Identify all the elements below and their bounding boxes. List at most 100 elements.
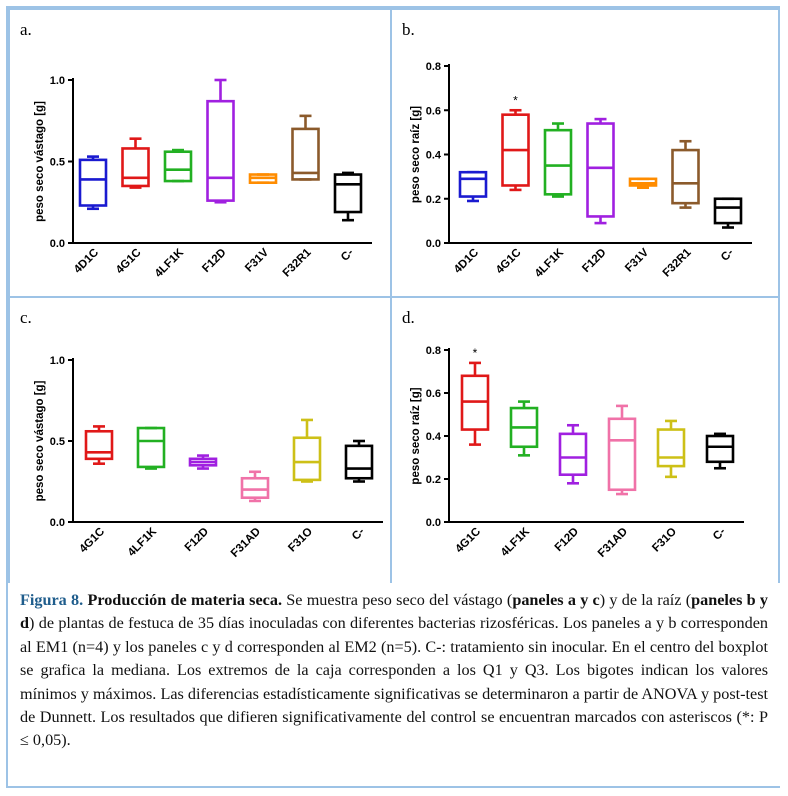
- boxplot-chart-a: 0.0 0.5 1.0 peso seco vástago [g] 4D1C 4G1C 4L…: [34, 75, 372, 280]
- box-F31O: [656, 419, 686, 479]
- caption-text-3: ) de plantas de festuca de 35 días inocu…: [20, 614, 768, 750]
- box-C-: [705, 432, 735, 470]
- box-iqr: [558, 432, 588, 477]
- box-F31V: [248, 173, 278, 184]
- box-4G1C: [121, 137, 150, 189]
- caption-text-1: Se muestra peso seco del vástago (: [282, 591, 513, 609]
- box-iqr: [713, 197, 743, 225]
- x-tick-label: F31O: [286, 526, 315, 555]
- box-F12D: [586, 117, 615, 225]
- y-tick-label: 0.8: [426, 345, 441, 357]
- y-tick-label: 0.8: [426, 61, 441, 73]
- y-axis-label: peso seco raíz [g]: [410, 387, 422, 484]
- box-4G1C: [84, 425, 114, 465]
- x-tick-label: 4G1C: [77, 526, 107, 556]
- x-tick-label: F32R1: [281, 246, 314, 279]
- box-4LF1K: [163, 148, 193, 183]
- caption-title: Producción de materia seca.: [87, 591, 282, 609]
- box-iqr: [705, 434, 735, 464]
- y-tick-label: 0.5: [50, 436, 65, 448]
- box-iqr: [240, 476, 270, 499]
- x-tick-label: C-: [339, 247, 356, 264]
- box-iqr: [458, 170, 488, 198]
- x-tick-label: 4G1C: [494, 247, 524, 277]
- box-C-: [713, 197, 743, 229]
- panel-d: d. 0.0 0.2 0.4 0.6 0.8 peso seco raíz [g] * 4G1…: [390, 296, 780, 585]
- y-tick-label: 0.0: [426, 238, 441, 250]
- significance-asterisk: *: [513, 93, 518, 107]
- x-tick-label: C-: [719, 247, 736, 264]
- box-iqr: [656, 428, 686, 468]
- boxplot-chart-c: 0.0 0.5 1.0 peso seco vástago [g] 4G1C 4LF1K F…: [34, 355, 383, 560]
- box-F12D: [206, 78, 235, 204]
- box-F31O: [292, 418, 322, 483]
- box-4D1C: [458, 170, 488, 203]
- box-F12D: [558, 423, 588, 485]
- x-tick-label: 4G1C: [114, 247, 144, 277]
- panel-label: d.: [402, 308, 415, 327]
- y-tick-label: 1.0: [50, 355, 65, 367]
- x-tick-label: F12D: [200, 247, 228, 275]
- caption-text-2: ) y de la raíz (: [599, 591, 692, 609]
- box-iqr: [206, 99, 235, 202]
- panel-label: a.: [20, 20, 32, 39]
- box-iqr: [121, 147, 150, 188]
- box-F31V: [628, 177, 658, 189]
- figure-caption: Figura 8. Producción de materia seca. Se…: [8, 583, 780, 786]
- x-tick-label: 4D1C: [452, 247, 481, 276]
- panel-label: c.: [20, 308, 32, 327]
- box-C-: [344, 439, 374, 483]
- x-tick-label: F12D: [580, 247, 608, 275]
- y-tick-label: 0.6: [426, 388, 441, 400]
- box-4G1C: [460, 361, 490, 446]
- caption-bold-1: paneles a y c: [512, 591, 600, 609]
- x-tick-label: F31V: [243, 246, 271, 274]
- box-iqr: [543, 128, 573, 196]
- box-F31AD: [240, 470, 270, 503]
- y-axis-label: peso seco vástago [g]: [34, 101, 46, 222]
- box-C-: [333, 171, 363, 222]
- box-iqr: [163, 150, 193, 183]
- caption-bold-2: paneles b y d: [20, 591, 769, 633]
- x-tick-label: C-: [350, 526, 367, 543]
- y-tick-label: 1.0: [50, 75, 65, 87]
- x-tick-label: 4LF1K: [533, 246, 567, 280]
- box-F12D: [188, 454, 218, 470]
- y-tick-label: 0.5: [50, 157, 65, 169]
- x-tick-label: 4LF1K: [153, 246, 187, 280]
- x-tick-label: F12D: [183, 526, 211, 554]
- x-tick-label: 4LF1K: [126, 525, 160, 559]
- panel-c: c. 0.0 0.5 1.0 peso seco vástago [g] 4G1C 4LF…: [8, 296, 392, 585]
- x-tick-label: F31AD: [229, 526, 263, 560]
- y-tick-label: 0.2: [426, 194, 441, 206]
- panel-label: b.: [402, 20, 415, 39]
- panel-b: b. 0.0 0.2 0.4 0.6 0.8 peso seco raíz [g] 4D1C…: [390, 8, 780, 298]
- box-4D1C: [78, 155, 108, 211]
- box-iqr: [333, 173, 363, 214]
- box-iqr: [607, 417, 637, 492]
- x-tick-label: F31O: [650, 526, 679, 555]
- box-iqr: [292, 436, 322, 482]
- figure-number: Figura 8.: [20, 591, 84, 609]
- x-tick-label: F31V: [623, 246, 651, 274]
- box-iqr: [344, 444, 374, 480]
- box-4LF1K: [509, 400, 539, 457]
- panel-a: a. 0.0 0.5 1.0 peso seco vástago [g] 4D1C 4G1…: [8, 8, 392, 298]
- y-tick-label: 0.0: [50, 517, 65, 529]
- significance-asterisk: *: [473, 346, 478, 360]
- box-4LF1K: [136, 426, 166, 470]
- boxplot-chart-d: 0.0 0.2 0.4 0.6 0.8 peso seco raíz [g] * 4G1C 4L…: [410, 345, 744, 560]
- box-4G1C: [501, 108, 530, 192]
- x-tick-label: F31AD: [596, 526, 630, 560]
- x-tick-label: 4LF1K: [499, 525, 533, 559]
- y-tick-label: 0.4: [426, 150, 442, 162]
- box-F32R1: [291, 114, 320, 181]
- x-tick-label: C-: [711, 526, 728, 543]
- x-tick-label: F12D: [553, 526, 581, 554]
- boxplot-chart-b: 0.0 0.2 0.4 0.6 0.8 peso seco raíz [g] 4D1C * 4G…: [410, 61, 752, 280]
- box-iqr: [586, 122, 615, 218]
- box-F32R1: [671, 139, 700, 209]
- x-tick-label: 4D1C: [72, 247, 101, 276]
- box-4LF1K: [543, 122, 573, 198]
- y-tick-label: 0.6: [426, 105, 441, 117]
